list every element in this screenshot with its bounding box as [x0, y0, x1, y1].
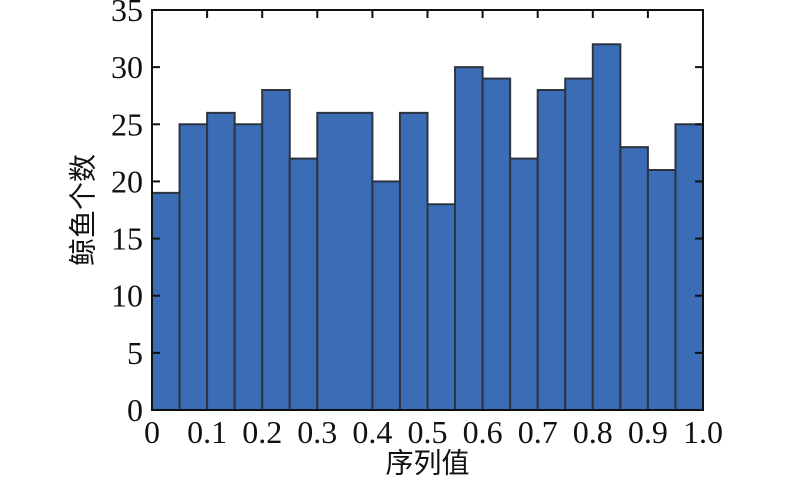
- histogram-bar: [591, 43, 622, 412]
- histogram-bar: [233, 123, 264, 412]
- histogram-bar: [316, 111, 374, 411]
- x-tick-label: 0: [144, 414, 160, 450]
- y-tick-label: 30: [111, 49, 143, 85]
- x-tick-label: 0.3: [297, 414, 337, 450]
- y-axis-title: 鲸鱼个数: [68, 154, 100, 266]
- histogram-bar: [426, 203, 457, 411]
- histogram-bar: [178, 123, 209, 412]
- y-tick-label: 15: [111, 221, 143, 257]
- histogram-bar: [646, 169, 677, 411]
- x-axis-title: 序列值: [385, 448, 469, 480]
- y-tick-label: 5: [127, 335, 143, 371]
- x-tick-label: 0.5: [408, 414, 448, 450]
- x-tick-label: 0.9: [628, 414, 668, 450]
- histogram-bar: [398, 111, 429, 411]
- histogram-bar: [151, 191, 181, 411]
- x-tick-label: 1.0: [683, 414, 723, 450]
- y-tick-label: 10: [111, 278, 143, 314]
- histogram-bar: [509, 157, 539, 411]
- y-tick-label: 25: [111, 106, 143, 142]
- x-tick-label: 0.1: [187, 414, 227, 450]
- x-tick-label: 0.2: [242, 414, 282, 450]
- x-tick-label: 0.8: [573, 414, 613, 450]
- histogram-bar: [619, 146, 649, 411]
- x-tick-label: 0.6: [463, 414, 503, 450]
- histogram-bar: [371, 180, 401, 411]
- histogram-bar: [261, 89, 291, 411]
- y-tick-label: 20: [111, 163, 143, 199]
- y-tick-label: 35: [111, 0, 143, 28]
- histogram-bar: [481, 77, 512, 411]
- histogram-bar: [536, 89, 567, 411]
- histogram-bar: [564, 77, 594, 411]
- histogram-bar: [674, 123, 705, 412]
- histogram-bar: [454, 66, 484, 412]
- x-tick-label: 0.4: [352, 414, 392, 450]
- y-tick-label: 0: [127, 392, 143, 428]
- x-tick-label: 0.7: [518, 414, 558, 450]
- histogram-bar: [206, 111, 236, 411]
- histogram-bar: [288, 157, 319, 411]
